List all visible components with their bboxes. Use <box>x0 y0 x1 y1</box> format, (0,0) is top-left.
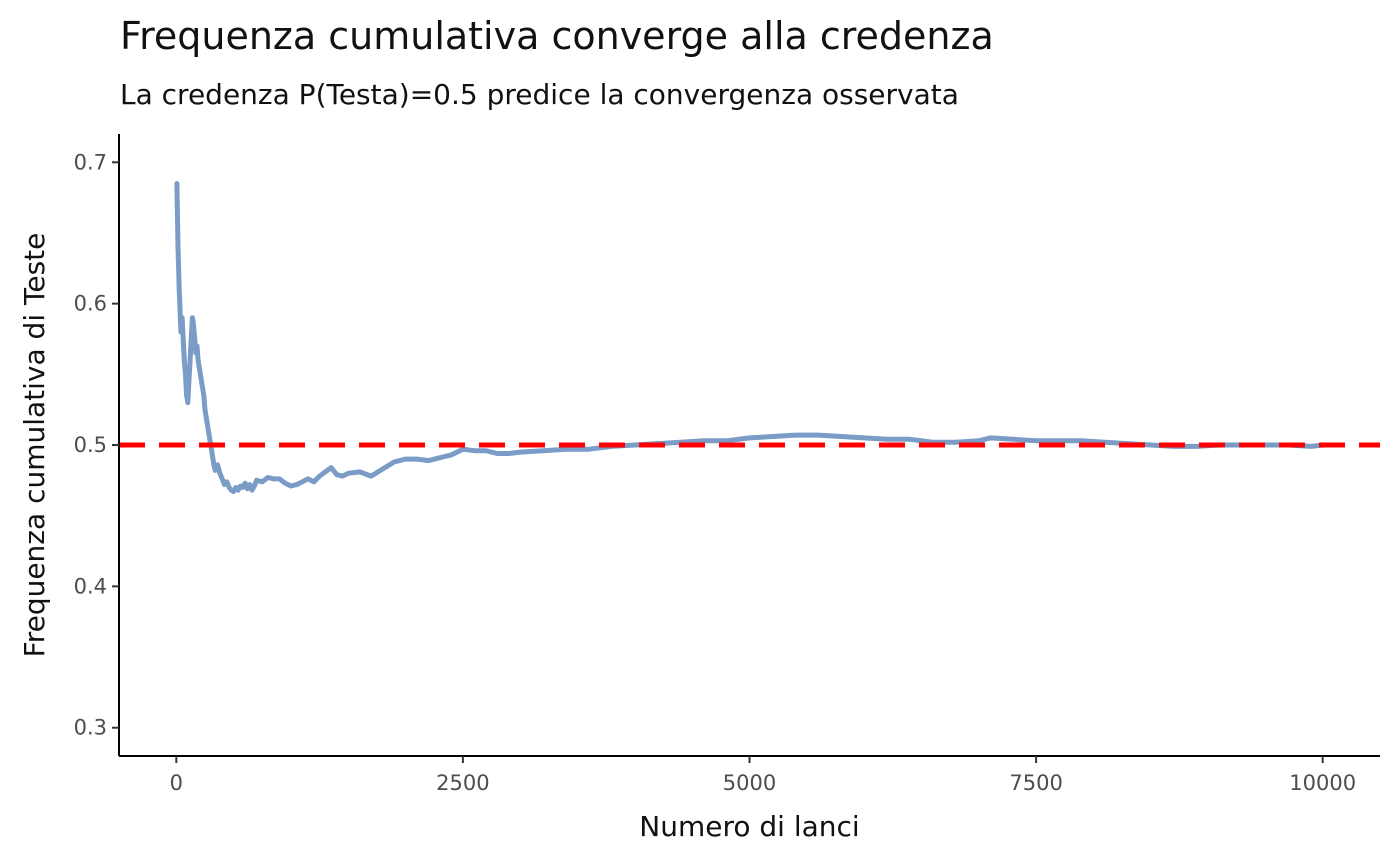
chart-title: Frequenza cumulativa converge alla crede… <box>120 14 994 58</box>
x-tick-label: 2500 <box>436 771 489 795</box>
series-line-0 <box>174 181 1326 495</box>
x-tick-label: 10000 <box>1289 771 1356 795</box>
chart-subtitle: La credenza P(Testa)=0.5 predice la conv… <box>120 78 959 111</box>
x-axis-title: Numero di lanci <box>639 810 859 843</box>
y-tick-label: 0.3 <box>74 716 107 740</box>
y-axis-title: Frequenza cumulativa di Teste <box>18 233 51 658</box>
y-tick-label: 0.5 <box>74 433 107 457</box>
x-tick-label: 0 <box>170 771 183 795</box>
y-tick-label: 0.6 <box>74 292 107 316</box>
y-tick-label: 0.7 <box>74 150 107 174</box>
y-tick-label: 0.4 <box>74 574 107 598</box>
x-tick-label: 7500 <box>1009 771 1062 795</box>
x-tick-label: 5000 <box>723 771 776 795</box>
